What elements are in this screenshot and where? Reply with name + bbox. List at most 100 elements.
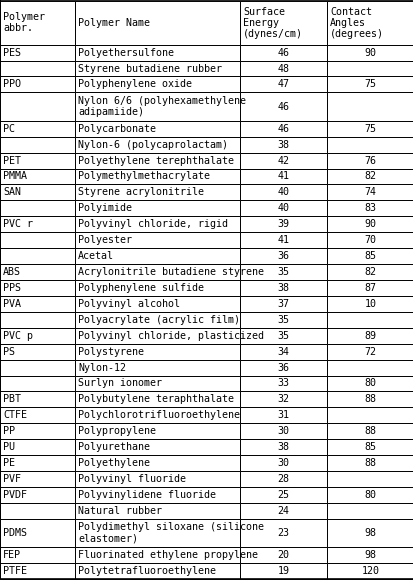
Bar xyxy=(0,200,75,216)
Bar xyxy=(75,60,240,77)
Text: 39: 39 xyxy=(277,219,289,229)
Bar xyxy=(0,153,75,169)
Bar xyxy=(326,563,413,579)
Bar xyxy=(75,296,240,312)
Text: PVDF: PVDF xyxy=(3,490,27,500)
Bar xyxy=(240,45,326,60)
Bar xyxy=(240,296,326,312)
Bar xyxy=(326,471,413,487)
Text: Polycarbonate: Polycarbonate xyxy=(78,124,156,134)
Bar xyxy=(75,280,240,296)
Text: CTFE: CTFE xyxy=(3,410,27,420)
Bar xyxy=(326,547,413,563)
Bar xyxy=(326,519,413,547)
Text: PVF: PVF xyxy=(3,474,21,484)
Text: Acrylonitrile butadiene styrene: Acrylonitrile butadiene styrene xyxy=(78,267,263,277)
Text: Polyurethane: Polyurethane xyxy=(78,442,150,452)
Bar xyxy=(0,184,75,200)
Bar xyxy=(326,153,413,169)
Bar xyxy=(75,248,240,264)
Text: 47: 47 xyxy=(277,79,289,89)
Text: 28: 28 xyxy=(277,474,289,484)
Bar xyxy=(326,407,413,423)
Bar xyxy=(326,280,413,296)
Text: 82: 82 xyxy=(363,172,375,182)
Text: 70: 70 xyxy=(363,235,375,245)
Bar xyxy=(326,77,413,92)
Bar xyxy=(326,232,413,248)
Bar xyxy=(240,360,326,375)
Bar xyxy=(240,77,326,92)
Text: PDMS: PDMS xyxy=(3,528,27,538)
Bar xyxy=(326,169,413,184)
Bar xyxy=(240,153,326,169)
Bar xyxy=(0,328,75,344)
Text: 36: 36 xyxy=(277,251,289,261)
Bar xyxy=(240,375,326,392)
Bar xyxy=(75,360,240,375)
Bar xyxy=(0,407,75,423)
Bar xyxy=(326,184,413,200)
Bar xyxy=(0,439,75,455)
Text: 40: 40 xyxy=(277,204,289,213)
Text: Nylon-12: Nylon-12 xyxy=(78,362,126,372)
Text: 30: 30 xyxy=(277,426,289,436)
Text: 85: 85 xyxy=(363,251,375,261)
Text: 72: 72 xyxy=(363,347,375,357)
Text: 40: 40 xyxy=(277,187,289,197)
Text: Polyvinyl chloride, plasticized: Polyvinyl chloride, plasticized xyxy=(78,331,263,340)
Bar xyxy=(0,375,75,392)
Text: Polystyrene: Polystyrene xyxy=(78,347,144,357)
Text: PPO: PPO xyxy=(3,79,21,89)
Text: 120: 120 xyxy=(361,566,379,576)
Bar xyxy=(240,423,326,439)
Bar xyxy=(75,547,240,563)
Bar xyxy=(240,392,326,407)
Bar xyxy=(240,563,326,579)
Bar xyxy=(326,248,413,264)
Bar xyxy=(240,328,326,344)
Text: Polymer
abbr.: Polymer abbr. xyxy=(3,12,45,34)
Bar xyxy=(240,200,326,216)
Bar xyxy=(0,92,75,121)
Text: Nylon 6/6 (polyhexamethylene
adipamiide): Nylon 6/6 (polyhexamethylene adipamiide) xyxy=(78,96,245,117)
Text: Polyvinylidene fluoride: Polyvinylidene fluoride xyxy=(78,490,216,500)
Bar xyxy=(240,121,326,137)
Text: PS: PS xyxy=(3,347,15,357)
Bar xyxy=(240,216,326,232)
Text: 89: 89 xyxy=(363,331,375,340)
Bar xyxy=(0,296,75,312)
Text: Surface
Energy
(dynes/cm): Surface Energy (dynes/cm) xyxy=(242,6,302,39)
Text: SAN: SAN xyxy=(3,187,21,197)
Bar xyxy=(240,60,326,77)
Bar xyxy=(240,519,326,547)
Text: PES: PES xyxy=(3,48,21,57)
Bar xyxy=(240,471,326,487)
Bar xyxy=(326,60,413,77)
Text: 36: 36 xyxy=(277,362,289,372)
Bar xyxy=(0,344,75,360)
Text: Polyvinyl fluoride: Polyvinyl fluoride xyxy=(78,474,185,484)
Text: 38: 38 xyxy=(277,442,289,452)
Text: Contact
Angles
(degrees): Contact Angles (degrees) xyxy=(329,6,383,39)
Bar xyxy=(75,407,240,423)
Text: 83: 83 xyxy=(363,204,375,213)
Bar xyxy=(0,137,75,153)
Text: Polypropylene: Polypropylene xyxy=(78,426,156,436)
Bar xyxy=(0,487,75,503)
Text: Styrene butadiene rubber: Styrene butadiene rubber xyxy=(78,64,221,74)
Bar xyxy=(75,455,240,471)
Bar xyxy=(240,169,326,184)
Text: PC: PC xyxy=(3,124,15,134)
Text: 80: 80 xyxy=(363,379,375,389)
Text: Acetal: Acetal xyxy=(78,251,114,261)
Text: 23: 23 xyxy=(277,528,289,538)
Text: 98: 98 xyxy=(363,550,375,560)
Text: PVC r: PVC r xyxy=(3,219,33,229)
Bar xyxy=(75,77,240,92)
Bar xyxy=(326,216,413,232)
Bar xyxy=(240,312,326,328)
Text: PPS: PPS xyxy=(3,283,21,293)
Bar xyxy=(326,455,413,471)
Text: Surlyn ionomer: Surlyn ionomer xyxy=(78,379,161,389)
